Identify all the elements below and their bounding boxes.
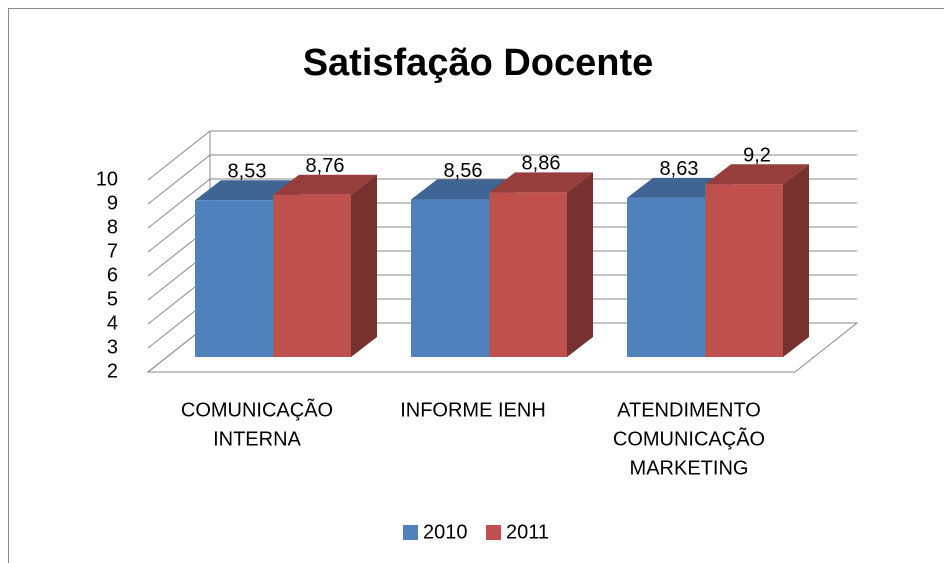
bar — [273, 174, 377, 357]
y-tick-label: 8 — [107, 216, 118, 238]
grid-line — [147, 154, 857, 205]
data-label: 8,76 — [306, 155, 345, 177]
x-tick-label: COMUNICAÇÃO — [613, 426, 765, 450]
data-label: 9,2 — [743, 144, 771, 166]
bar-front — [705, 184, 783, 357]
legend-swatch — [403, 525, 418, 540]
x-tick-label: COMUNICAÇÃO — [181, 397, 333, 421]
x-tick-label: ATENDIMENTO — [617, 399, 761, 421]
bar-side — [567, 172, 593, 357]
grid-line — [147, 130, 857, 181]
bar-front — [411, 199, 489, 357]
y-tick-label: 2 — [107, 360, 118, 382]
y-tick-label: 5 — [107, 288, 118, 310]
x-tick-label: INTERNA — [213, 428, 301, 450]
y-tick-label: 6 — [107, 264, 118, 286]
y-tick-label: 4 — [107, 312, 118, 334]
chart-title: Satisfação Docente — [303, 42, 654, 84]
x-tick-label: INFORME IENH — [400, 399, 546, 421]
bar-front — [627, 197, 705, 357]
bar — [705, 164, 809, 357]
data-label: 8,63 — [660, 158, 699, 180]
legend-label: 2010 — [423, 521, 468, 543]
legend-swatch — [486, 525, 501, 540]
bar-side — [783, 164, 809, 357]
bar-top — [273, 174, 377, 195]
legend-label: 2011 — [506, 521, 549, 543]
data-label: 8,53 — [228, 161, 267, 183]
x-tick-label: MARKETING — [630, 457, 749, 479]
data-label: 8,56 — [444, 160, 483, 182]
bar-front — [273, 194, 351, 357]
y-tick-label: 9 — [107, 192, 118, 214]
bar — [489, 172, 593, 357]
bar-front — [489, 192, 567, 357]
y-tick-label: 7 — [107, 240, 118, 262]
data-label: 8,86 — [522, 153, 561, 175]
grid-line — [147, 178, 857, 229]
y-tick-label: 10 — [96, 168, 118, 190]
y-tick-label: 3 — [107, 336, 118, 358]
bar-front — [195, 200, 273, 357]
bar-top — [705, 164, 809, 185]
bar-top — [489, 172, 593, 193]
bar-side — [351, 174, 377, 357]
